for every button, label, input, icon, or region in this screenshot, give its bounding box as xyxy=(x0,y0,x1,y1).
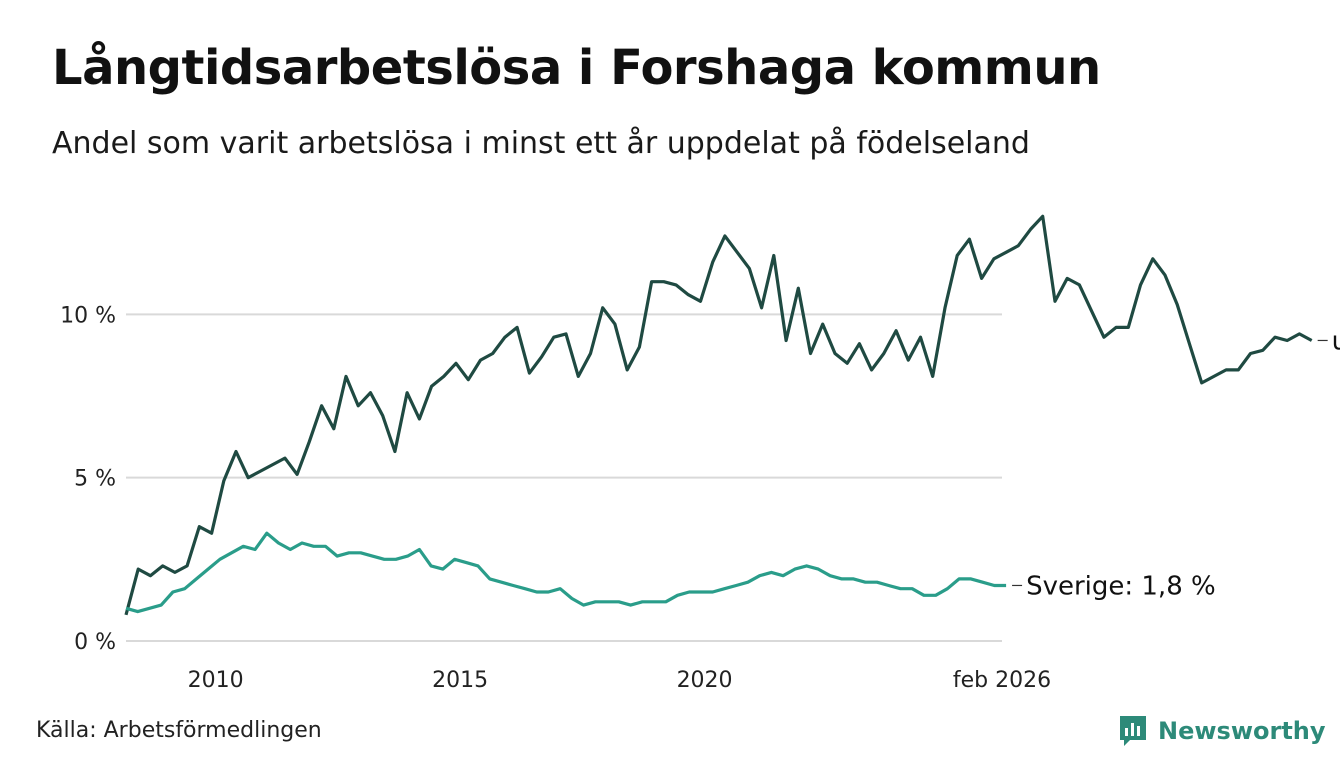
series-label-sverige: Sverige: 1,8 % xyxy=(1026,571,1216,601)
y-tick-label: 5 % xyxy=(74,467,116,492)
x-tick-label: feb 2026 xyxy=(953,668,1051,693)
newsworthy-logo-icon xyxy=(1120,716,1146,746)
x-tick-label: 2010 xyxy=(188,668,244,693)
gridlines xyxy=(126,313,1002,642)
series-lines xyxy=(124,214,1313,616)
chart-subtitle: Andel som varit arbetslösa i minst ett å… xyxy=(52,126,1030,161)
y-tick-label: 10 % xyxy=(60,303,116,328)
line-chart: 0 % 5 % 10 % 2010 2015 2020 feb 2026 utomland… xyxy=(60,214,1340,693)
series-end-labels: utomlands: 9,2 % Sverige: 1,8 % xyxy=(1012,326,1340,601)
brand-logo[interactable]: Newsworthy xyxy=(1118,714,1326,748)
series-label-utomlands: utomlands: 9,2 % xyxy=(1332,326,1340,356)
x-tick-label: 2020 xyxy=(677,668,733,693)
x-tick-label: 2015 xyxy=(432,668,488,693)
brand-name: Newsworthy xyxy=(1158,717,1326,745)
series-line-utomlands xyxy=(124,214,1313,616)
x-axis-ticks: 2010 2015 2020 feb 2026 xyxy=(188,668,1051,693)
series-line-sverige xyxy=(125,531,1007,614)
source-note: Källa: Arbetsförmedlingen xyxy=(36,718,322,743)
y-tick-label: 0 % xyxy=(74,630,116,655)
chart-title: Långtidsarbetslösa i Forshaga kommun xyxy=(52,40,1101,96)
y-axis-ticks: 0 % 5 % 10 % xyxy=(60,303,116,655)
